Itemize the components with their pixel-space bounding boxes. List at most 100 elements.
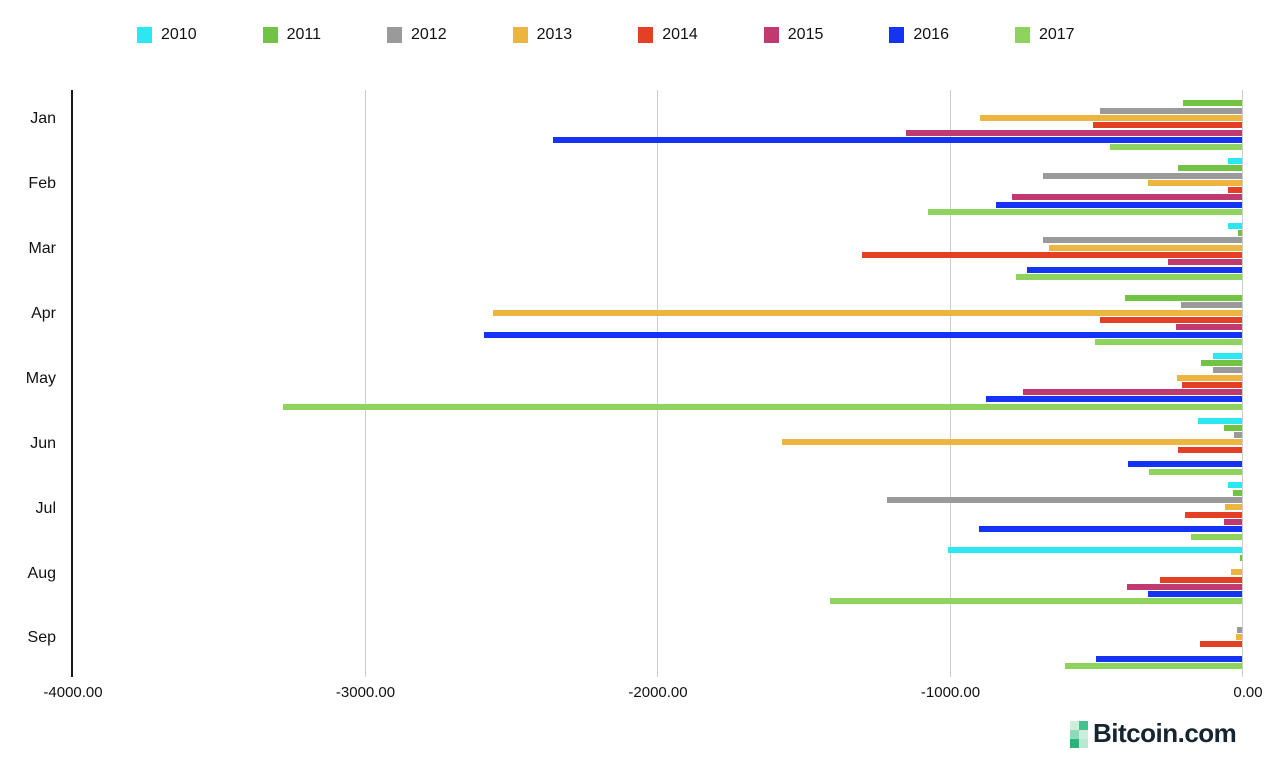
legend-item-2012[interactable]: 2012 [387,27,447,43]
bitcoin-com-mosaic-icon [1070,721,1088,748]
legend-swatch-2017 [1014,27,1030,43]
legend-label: 2010 [161,26,197,43]
bar-2010-jun [1198,417,1242,424]
bar-2017-jun [1148,468,1242,475]
legend-swatch-2011 [262,27,278,43]
legend-label: 2014 [662,26,698,43]
x-tick-label: 0.00 [1233,684,1263,701]
bar-2017-may [282,403,1242,410]
bar-2010-aug [948,547,1242,554]
bitcoin-com-logo-text: Bitcoin.com [1093,718,1237,748]
bar-2012-jul [886,497,1242,503]
bar-2016-jun [1127,461,1242,468]
bar-2017-feb [927,209,1242,215]
bar-2013-jun [781,439,1242,446]
y-axis-line [71,90,73,677]
gridline--2000 [657,90,658,677]
legend-item-2010[interactable]: 2010 [137,27,197,43]
month-label-jul: Jul [35,499,56,517]
bar-2013-aug [1230,569,1242,576]
bar-2017-sep [1065,663,1242,670]
legend-label: 2017 [1038,26,1075,43]
bar-2010-jul [1227,482,1242,489]
logo-mosaic-cell [1079,739,1088,748]
bar-2010-feb [1227,157,1242,164]
legend-item-2013[interactable]: 2013 [512,26,573,43]
bar-2011-jun [1223,424,1242,431]
gridline-0 [1242,90,1243,677]
bar-2014-mar [861,252,1242,258]
bar-2016-mar [1027,266,1242,273]
bar-2017-jul [1191,533,1242,540]
logo-mosaic-cell [1079,730,1088,739]
x-tick-label: -3000.00 [335,684,396,701]
x-tick-label: -4000.00 [43,684,103,701]
legend-label: 2013 [536,26,573,43]
bar-2015-mar [1167,259,1242,266]
bar-2014-jan [1093,122,1242,129]
bar-2012-sep [1236,626,1242,633]
bar-2011-jan [1182,100,1242,107]
legend-label: 2015 [787,26,824,43]
bar-2013-may [1177,374,1242,381]
bar-2011-jul [1232,489,1242,496]
bar-2010-mar [1227,222,1242,229]
legend-swatch-2010 [137,27,152,43]
logo-mosaic-cell [1070,721,1079,730]
bar-2015-jul [1223,518,1242,525]
legend-label: 2016 [913,26,949,43]
legend-swatch-2012 [387,27,402,43]
bar-2015-aug [1127,583,1242,590]
logo-mosaic-cell [1079,721,1088,730]
bar-2011-mar [1237,230,1242,237]
month-label-apr: Apr [31,304,56,322]
bar-2017-aug [829,598,1242,605]
bar-2016-apr [484,331,1242,338]
bar-2015-apr [1175,324,1242,331]
bar-2014-feb [1227,187,1242,194]
month-label-jan: Jan [30,110,56,128]
bar-2017-jan [1110,144,1242,151]
bar-2015-jan [905,129,1242,136]
bar-2012-mar [1043,237,1242,244]
bar-2013-feb [1148,179,1242,186]
bar-2014-jun [1177,446,1242,453]
legend-item-2017[interactable]: 2017 [1014,26,1075,43]
bar-2010-may [1212,352,1242,359]
bar-2014-apr [1099,316,1242,323]
bar-2015-feb [1012,194,1242,201]
bar-2012-jun [1234,432,1242,439]
x-tick-label: -2000.00 [628,684,688,701]
bar-2014-aug [1160,576,1242,583]
legend-item-2015[interactable]: 2015 [763,26,824,43]
bar-2012-jan [1099,107,1242,114]
x-tick-label: -1000.00 [920,684,981,701]
legend-item-2011[interactable]: 2011 [262,26,321,43]
legend-label: 2012 [411,26,447,43]
bar-2012-may [1212,367,1242,374]
gridline--3000 [364,90,366,677]
bar-2013-apr [493,309,1242,316]
bar-2011-aug [1239,554,1242,561]
bar-2015-may [1023,389,1242,396]
bar-2017-apr [1094,338,1242,345]
logo-mosaic-cell [1070,739,1079,748]
bar-2016-may [986,396,1242,403]
legend-item-2016[interactable]: 2016 [889,27,949,43]
legend-item-2014[interactable]: 2014 [638,27,698,43]
bar-2016-feb [996,201,1242,208]
bar-2017-mar [1016,273,1242,280]
bar-2011-apr [1125,295,1242,301]
month-label-jun: Jun [30,434,56,452]
month-label-sep: Sep [27,629,56,647]
legend-swatch-2015 [763,27,779,43]
bar-2012-apr [1180,302,1242,309]
chart-legend: 2010 2011 2012 2013 2014 2015 2016 2017 [137,27,1075,43]
bar-2016-jan [552,136,1242,143]
bitcoin-com-logo[interactable]: Bitcoin.com [1070,718,1237,749]
legend-swatch-2014 [638,27,654,43]
bar-2014-sep [1200,641,1242,648]
legend-label: 2011 [286,26,321,43]
